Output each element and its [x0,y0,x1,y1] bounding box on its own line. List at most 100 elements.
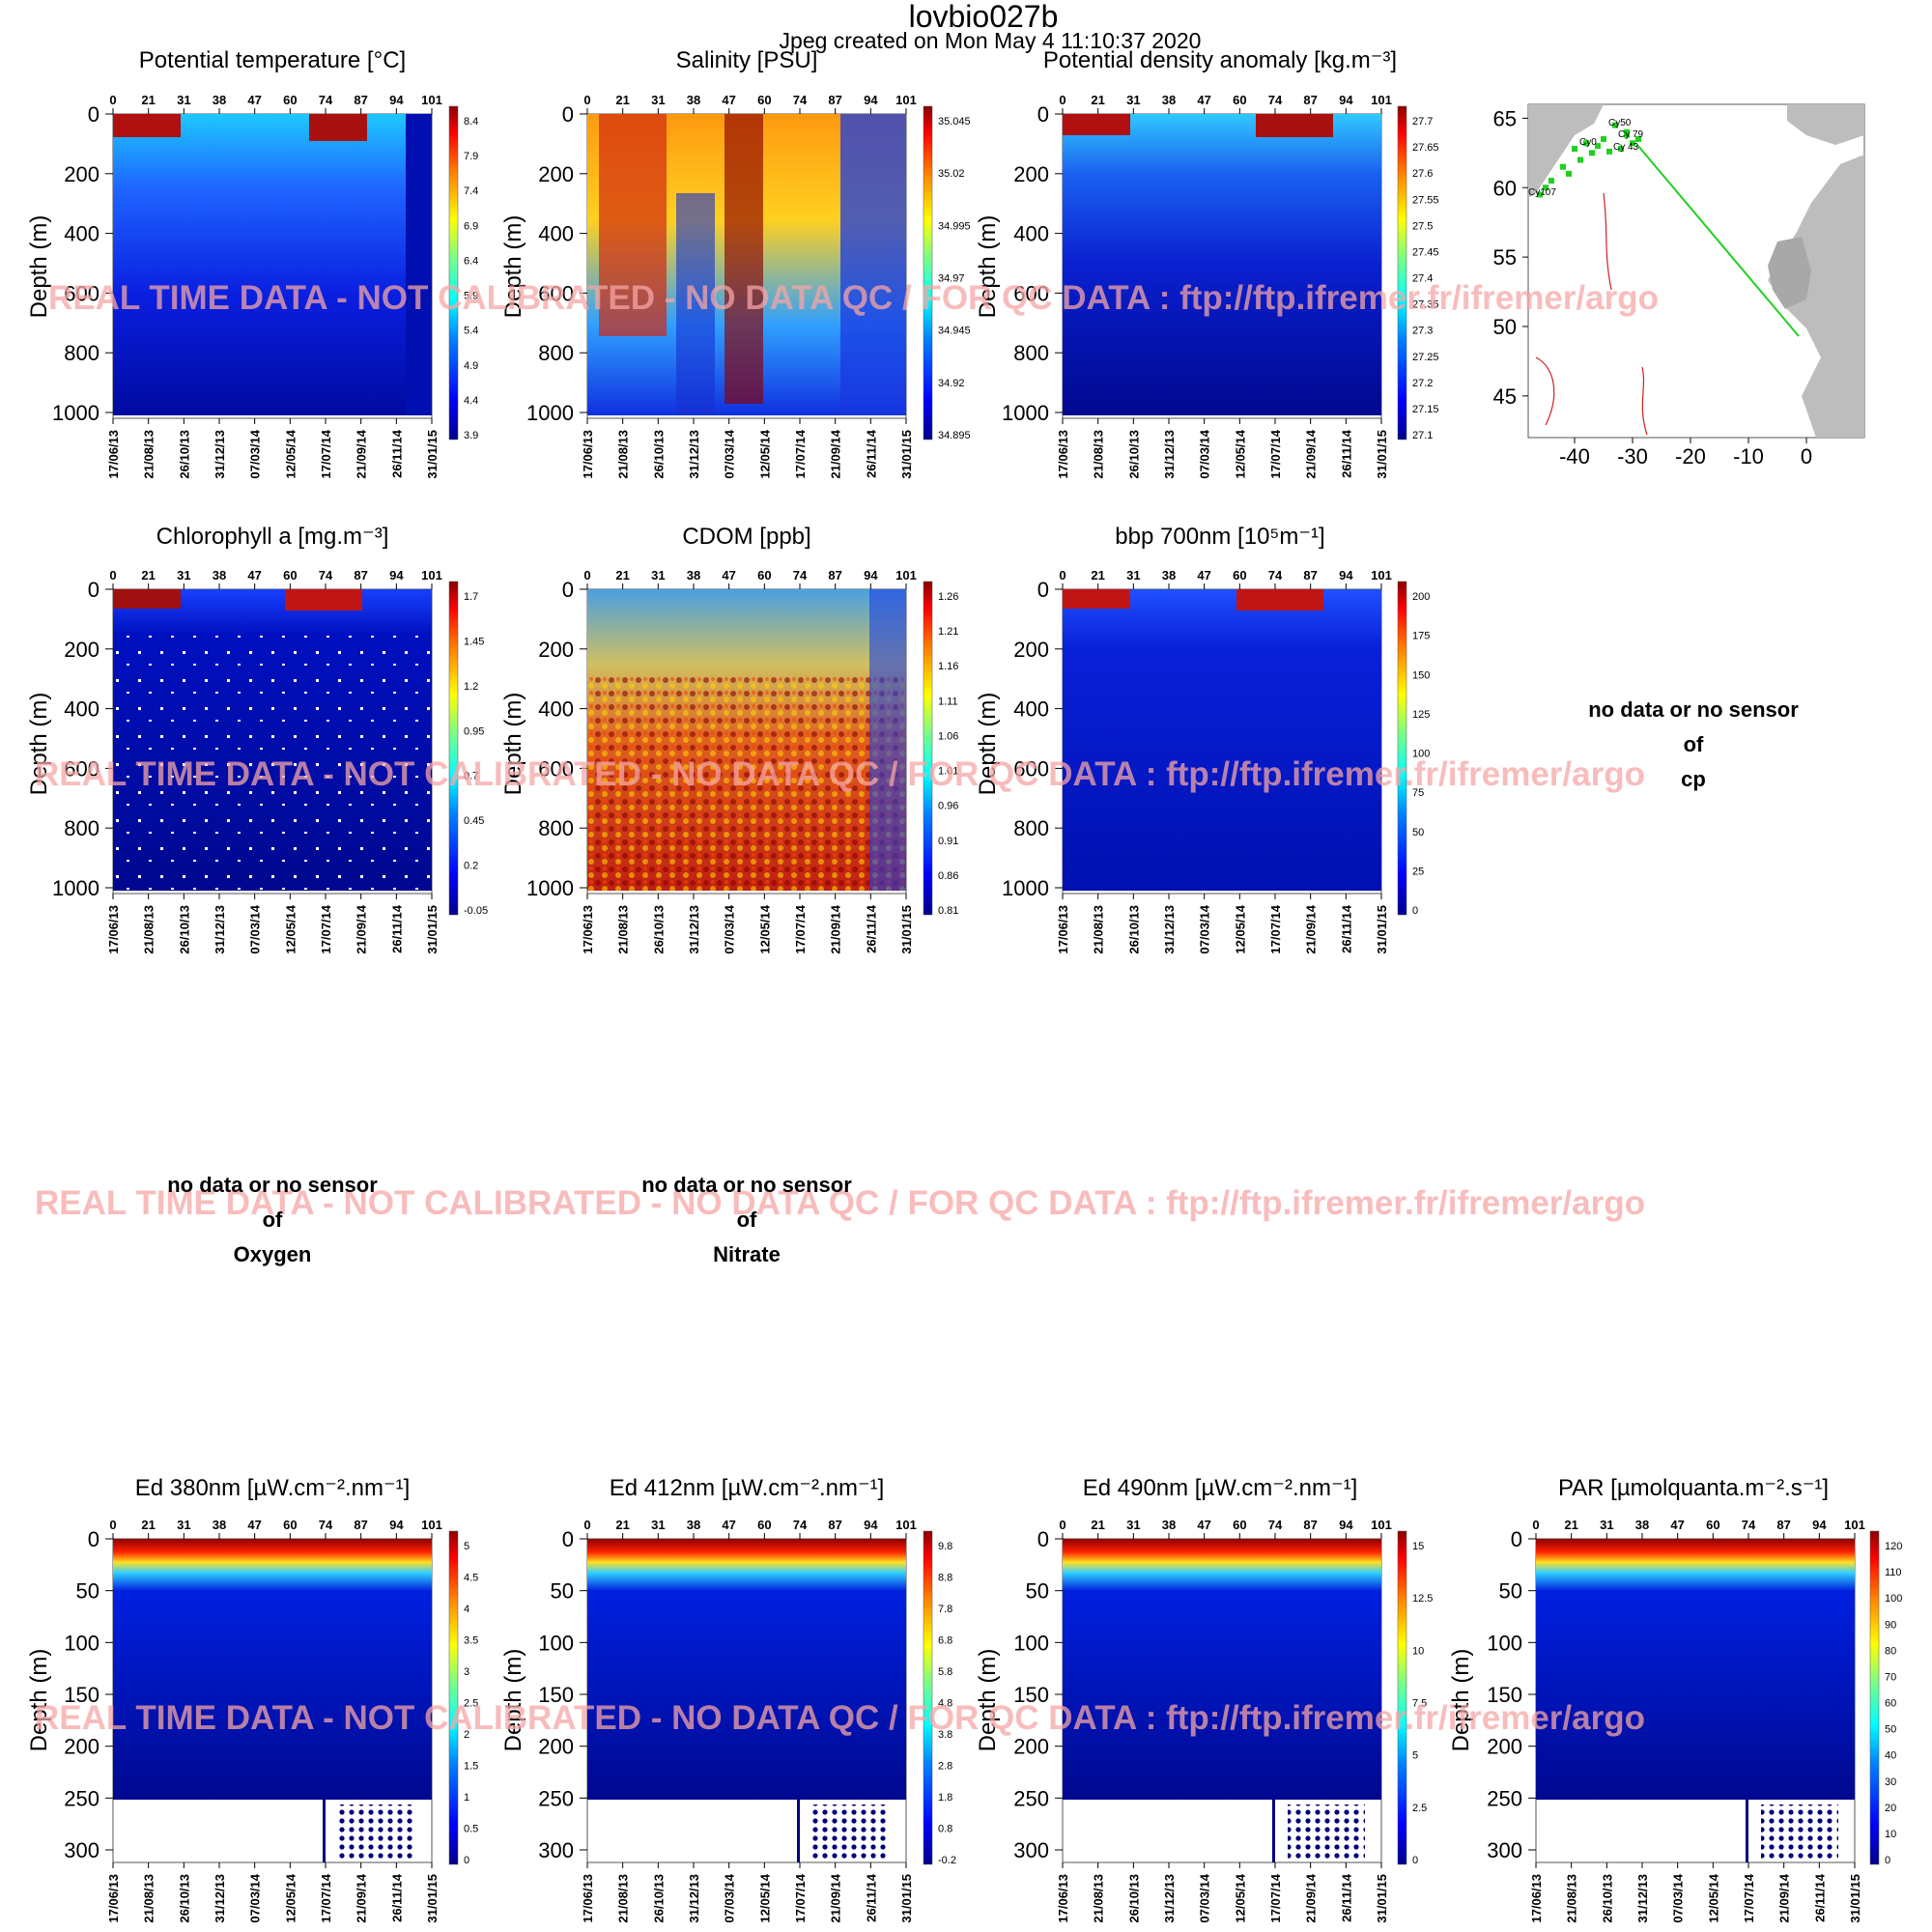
depth-tick-label: 0 [88,578,99,602]
colorbar-tick-label: 34.895 [938,430,971,441]
no-data-oxygen: no data or no sensor of Oxygen [167,1173,378,1266]
colorbar-ticks: 1.26 1.21 1.16 1.11 1.06 1.01 0.96 0.91 0.86 0.81 [938,591,958,917]
no-data-line: of [1684,732,1704,756]
depth-tick-label: 50 [1026,1579,1049,1604]
date-tick-label: 21/08/13 [1092,905,1106,954]
cycle-tick-label: 87 [828,568,841,582]
deep-cold-band [406,114,432,415]
date-tick-label: 31/01/15 [1375,905,1389,954]
cycle-tick-label: 38 [687,93,700,107]
date-tick-label: 12/05/14 [757,904,772,953]
panel-title: Chlorophyll a [mg.m⁻³] [156,524,389,550]
depth-tick-label: 0 [1037,578,1049,602]
cycle-tick-label: 101 [1371,1518,1392,1532]
colorbar-tick-label: 0.81 [938,905,958,917]
float-position-marker [1612,122,1618,128]
panel-ed490: Ed 490nm [µW.cm⁻².nm⁻¹] 0 21 31 38 47 60 74 87 9… [975,1475,1433,1923]
date-tick-label: 07/03/14 [723,429,737,478]
cycle-tick-label: 94 [389,93,404,107]
cycle-tick-label: 31 [651,93,665,107]
date-tick-label: 31/01/15 [899,430,914,479]
colorbar-tick-label: 70 [1885,1671,1896,1683]
cycle-tick-label: 60 [283,568,297,582]
cycle-ticks: 0 21 31 38 47 60 74 87 94 101 [583,1518,917,1539]
depth-tick-label: 600 [64,281,99,305]
colorbar-tick-label: 0 [464,1855,469,1866]
figure-title: lovbio027b [909,0,1059,34]
colorbar-tick-label: 7.8 [938,1604,952,1615]
date-tick-label: 12/05/14 [283,1873,298,1922]
date-tick-label: 21/09/14 [1777,1873,1792,1922]
date-tick-label: 31/01/15 [425,430,440,479]
cycle-label: Cy50 [1608,118,1632,128]
colorbar-tick-label: 60 [1885,1698,1896,1710]
cycle-tick-label: 21 [141,1518,155,1532]
colorbar-tick-label: 8.4 [464,116,478,128]
heatmap-field [113,1539,432,1800]
colorbar-tick-label: 35.045 [938,116,971,128]
panel-potential-temperature: Potential temperature [°C] 0 21 31 38 47 60 74… [26,47,478,479]
depth-tick-label: 50 [76,1579,99,1604]
cycle-tick-label: 101 [895,93,917,107]
colorbar-tick-label: 0 [1885,1855,1890,1866]
depth-tick-label: 200 [64,638,99,662]
latitude-tick-label: 50 [1493,315,1517,339]
depth-ticks: 0 200 400 600 800 1000 [1002,578,1063,900]
colorbar [1397,105,1407,440]
depth-tick-label: 150 [538,1683,574,1707]
colorbar-tick-label: 10 [1885,1829,1896,1840]
colorbar-tick-label: 0.5 [464,1824,478,1835]
cycle-tick-label: 31 [177,1518,190,1532]
panel-ed380: Ed 380nm [µW.cm⁻².nm⁻¹] 0 21 31 38 47 60 74 87 9… [26,1475,478,1923]
date-tick-label: 07/03/14 [1671,1873,1686,1922]
cycle-tick-label: 94 [1339,93,1353,107]
no-data-line: Nitrate [713,1242,781,1266]
colorbar [923,581,933,916]
no-data-line: cp [1681,767,1706,791]
date-tick-label: 26/11/14 [1812,1873,1827,1922]
colorbar-tick-label: 1 [464,1792,469,1804]
cycle-tick-label: 47 [1197,1518,1210,1532]
colorbar-tick-label: 2.5 [464,1698,478,1710]
date-tick-label: 31/01/15 [1375,1874,1389,1923]
y-axis-label: Depth (m) [26,1649,52,1752]
date-ticks: 17/06/13 21/08/13 26/10/13 31/12/13 07/03/14… [106,1862,440,1923]
date-tick-label: 26/10/13 [177,430,191,479]
cycle-ticks: 0 21 31 38 47 60 74 87 94 101 [1059,1518,1392,1539]
colorbar-tick-label: 80 [1885,1645,1896,1657]
y-axis-label: Depth (m) [26,693,52,796]
low-cdom-strip [869,589,906,891]
cycle-tick-label: 101 [1844,1518,1865,1532]
depth-tick-label: 250 [1487,1786,1522,1810]
speckle-field [587,676,906,891]
depth-ticks: 0 50 100 150 200 250 300 [1013,1527,1063,1862]
depth-tick-label: 0 [1511,1527,1522,1551]
britain-land [1768,237,1811,309]
panel-title: Ed 412nm [µW.cm⁻².nm⁻¹] [610,1475,885,1501]
colorbar-tick-label: 1.8 [938,1792,952,1804]
cycle-tick-label: 74 [793,1518,808,1532]
date-tick-label: 17/07/14 [1268,429,1283,478]
cycle-tick-label: 31 [177,93,190,107]
depth-tick-label: 200 [64,1735,99,1759]
surface-warm-band [309,114,367,141]
cycle-tick-label: 94 [1339,568,1353,582]
cycle-tick-label: 47 [1197,93,1210,107]
depth-tick-label: 0 [562,102,574,127]
watermark-text: REAL TIME DATA - NOT CALIBRATED - NO DAT… [35,1184,1645,1222]
cycle-tick-label: 101 [895,1518,917,1532]
depth-tick-label: 400 [1013,697,1049,722]
depth-tick-label: 600 [1013,756,1049,781]
date-tick-label: 17/07/14 [319,429,333,478]
date-tick-label: 12/05/14 [1233,429,1247,478]
date-tick-label: 31/01/15 [1848,1874,1862,1923]
panel-potential-density: Potential density anomaly [kg.m⁻³] 0 21 31… [975,47,1439,479]
date-tick-label: 17/07/14 [793,1873,808,1922]
depth-tick-label: 200 [1013,1735,1049,1759]
date-tick-label: 17/07/14 [1268,904,1283,953]
longitude-tick-label: 0 [1801,444,1812,469]
cycle-tick-label: 87 [354,1518,367,1532]
depth-tick-label: 50 [551,1579,574,1604]
panel-par: PAR [µmolquanta.m⁻².s⁻¹] 0 21 31 38 47 60 74 87… [1448,1475,1902,1923]
